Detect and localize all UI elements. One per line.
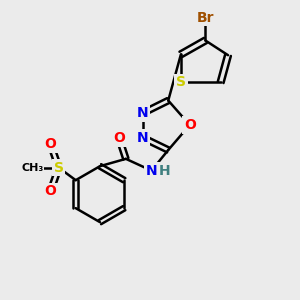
Text: N: N [146, 164, 157, 178]
Text: N: N [137, 106, 148, 120]
Text: O: O [44, 184, 56, 198]
Text: O: O [184, 118, 196, 132]
Text: O: O [113, 131, 125, 145]
Text: S: S [176, 75, 186, 89]
Text: CH₃: CH₃ [21, 163, 43, 173]
Text: O: O [44, 137, 56, 151]
Text: H: H [159, 164, 170, 178]
Text: S: S [54, 161, 64, 175]
Text: N: N [137, 130, 148, 145]
Text: Br: Br [196, 11, 214, 25]
